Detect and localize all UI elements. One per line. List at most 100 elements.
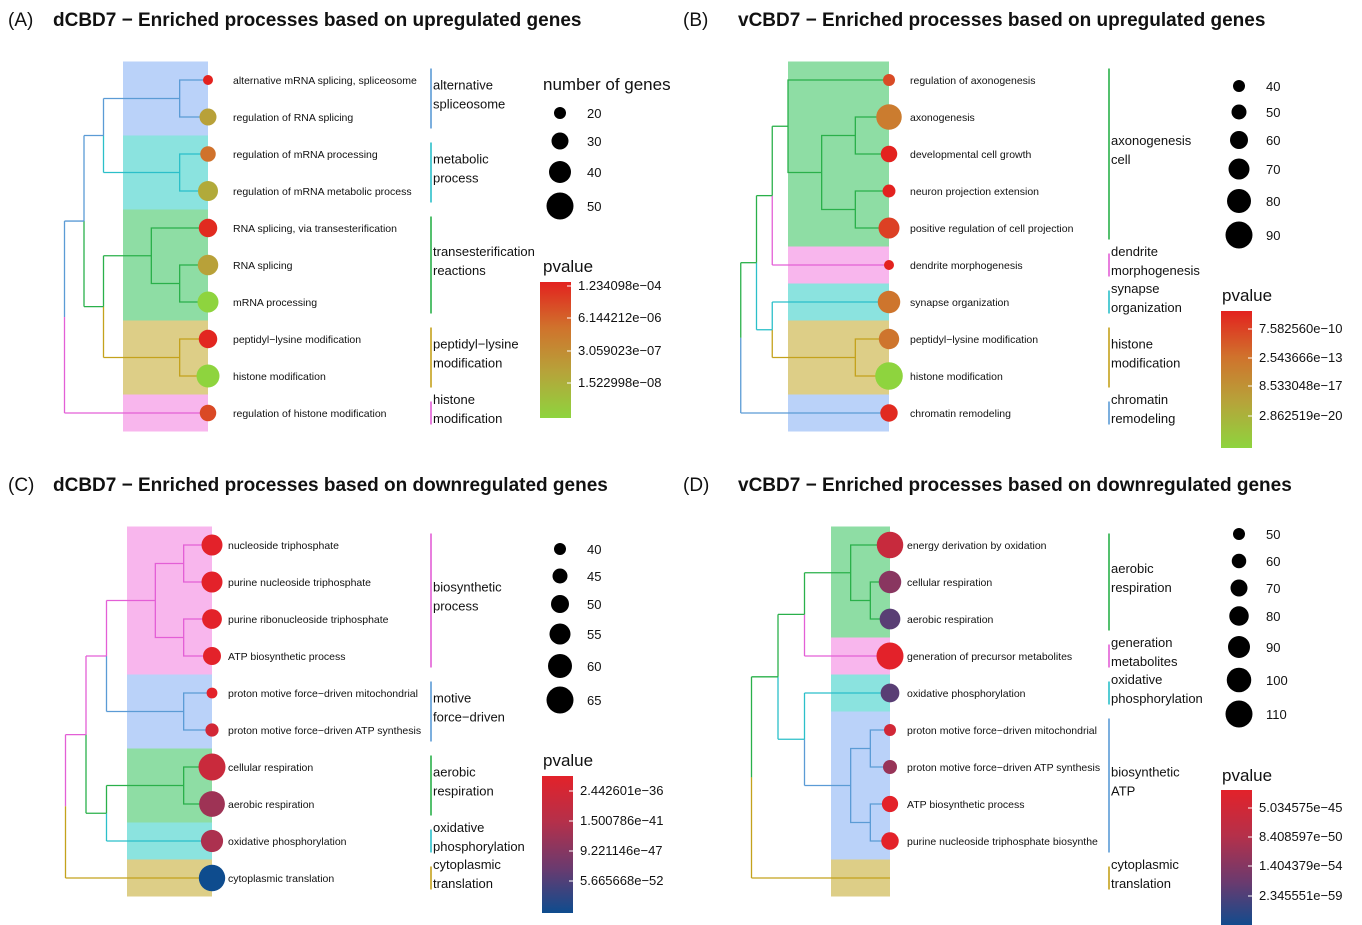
term-label: cytoplasmic translation xyxy=(228,873,334,885)
size-legend-label: 40 xyxy=(587,542,601,557)
cluster-label: axonogenesis xyxy=(1111,133,1192,148)
colorbar-label: 9.221146e−47 xyxy=(580,843,663,858)
cluster-label: biosynthetic xyxy=(1111,765,1180,780)
cluster-label: biosynthetic xyxy=(433,580,502,595)
term-dot xyxy=(197,254,219,276)
term-label: proton motive force−driven ATP synthesis xyxy=(228,725,421,737)
size-legend-label: 55 xyxy=(587,627,601,642)
colorbar-label: 1.500786e−41 xyxy=(580,813,664,828)
size-legend-dot xyxy=(549,161,571,183)
size-legend-label: 90 xyxy=(1266,228,1280,243)
term-label: cellular respiration xyxy=(907,577,992,589)
term-label: oxidative phosphorylation xyxy=(228,836,347,848)
size-legend-dot xyxy=(1225,700,1253,728)
dendrogram-branch xyxy=(183,766,212,805)
color-legend-title: pvalue xyxy=(543,751,593,770)
term-dot xyxy=(203,647,221,665)
cluster-label: dendrite xyxy=(1111,244,1158,259)
panel-tag: (D) xyxy=(683,475,709,496)
size-legend-label: 50 xyxy=(587,199,601,214)
size-legend-label: 70 xyxy=(1266,162,1280,177)
term-label: developmental cell growth xyxy=(910,149,1032,161)
color-legend-title: pvalue xyxy=(1222,286,1272,305)
term-label: oxidative phosphorylation xyxy=(907,688,1026,700)
cluster-label: phosphorylation xyxy=(1111,691,1203,706)
size-legend-dot xyxy=(551,132,569,150)
term-dot xyxy=(883,74,895,86)
size-legend-label: 60 xyxy=(1266,133,1280,148)
panel-tag: (C) xyxy=(8,475,34,496)
term-dot xyxy=(875,362,903,390)
term-label: histone modification xyxy=(233,371,326,383)
cluster-label: histone xyxy=(1111,337,1153,352)
cluster-label: cytoplasmic xyxy=(433,857,501,872)
cluster-label: histone xyxy=(433,392,475,407)
term-label: neuron projection extension xyxy=(910,186,1039,198)
panel-b: (B) vCBD7 − Enriched processes based on u… xyxy=(683,10,1343,448)
term-label: dendrite morphogenesis xyxy=(910,260,1023,272)
size-legend-dot xyxy=(1230,131,1248,149)
term-label: aerobic respiration xyxy=(228,799,315,811)
term-dot xyxy=(884,724,896,736)
colorbar-label: 2.345551e−59 xyxy=(1259,888,1343,903)
term-dot xyxy=(878,328,900,350)
panel-title: vCBD7 − Enriched processes based on upre… xyxy=(738,10,1265,31)
term-label: RNA splicing xyxy=(233,260,293,272)
term-dot xyxy=(198,864,226,892)
colorbar-label: 6.144212e−06 xyxy=(578,310,662,325)
cluster-label: modification xyxy=(433,356,502,371)
size-legend-label: 50 xyxy=(1266,527,1280,542)
colorbar-label: 2.543666e−13 xyxy=(1259,350,1343,365)
term-label: peptidyl−lysine modification xyxy=(233,334,361,346)
size-legend-dot xyxy=(1230,579,1248,597)
size-legend-label: 90 xyxy=(1266,640,1280,655)
size-legend-label: 50 xyxy=(587,597,601,612)
term-label: energy derivation by oxidation xyxy=(907,540,1047,552)
term-dot xyxy=(196,364,220,388)
term-dot xyxy=(199,404,217,422)
term-dot xyxy=(881,832,899,850)
cluster-label: synapse xyxy=(1111,281,1159,296)
term-label: regulation of mRNA metabolic process xyxy=(233,186,412,198)
term-label: regulation of axonogenesis xyxy=(910,75,1036,87)
term-dot xyxy=(884,260,894,270)
colorbar-label: 1.522998e−08 xyxy=(578,375,662,390)
dendrogram-branch xyxy=(179,264,208,303)
term-label: peptidyl−lysine modification xyxy=(910,334,1038,346)
colorbar-label: 2.442601e−36 xyxy=(580,783,664,798)
size-legend-dot xyxy=(1227,189,1251,213)
term-label: purine ribonucleoside triphosphate xyxy=(228,614,389,626)
cluster-label: modification xyxy=(433,411,502,426)
panel-title: vCBD7 − Enriched processes based on down… xyxy=(738,475,1292,496)
cluster-label: force−driven xyxy=(433,710,505,725)
cluster-label: reactions xyxy=(433,263,486,278)
size-legend-label: 40 xyxy=(587,165,601,180)
panel-d: (D) vCBD7 − Enriched processes based on d… xyxy=(683,475,1343,925)
cluster-label: alternative xyxy=(433,78,493,93)
cluster-label: metabolites xyxy=(1111,654,1178,669)
size-legend-dot xyxy=(554,107,566,119)
cluster-label: process xyxy=(433,599,479,614)
term-dot xyxy=(199,791,225,817)
term-dot xyxy=(205,723,219,737)
term-dot xyxy=(201,571,223,593)
term-dot xyxy=(197,291,219,313)
colorbar xyxy=(1221,311,1252,448)
size-legend-dot xyxy=(1228,636,1250,658)
color-legend-title: pvalue xyxy=(543,257,593,276)
term-label: aerobic respiration xyxy=(907,614,994,626)
panel-title: dCBD7 − Enriched processes based on upre… xyxy=(53,10,581,31)
size-legend-dot xyxy=(1231,553,1247,569)
size-legend-dot xyxy=(1228,158,1250,180)
dendrogram-branch xyxy=(850,544,890,602)
colorbar-label: 1.404379e−54 xyxy=(1259,858,1343,873)
term-dot xyxy=(881,795,899,813)
size-legend-label: 65 xyxy=(587,693,601,708)
term-dot xyxy=(877,290,901,314)
term-dot xyxy=(878,217,900,239)
size-legend-dot xyxy=(1233,528,1245,540)
term-dot xyxy=(202,609,222,629)
size-legend-dot xyxy=(551,595,569,613)
cluster-label: motive xyxy=(433,691,471,706)
term-dot xyxy=(879,608,901,630)
